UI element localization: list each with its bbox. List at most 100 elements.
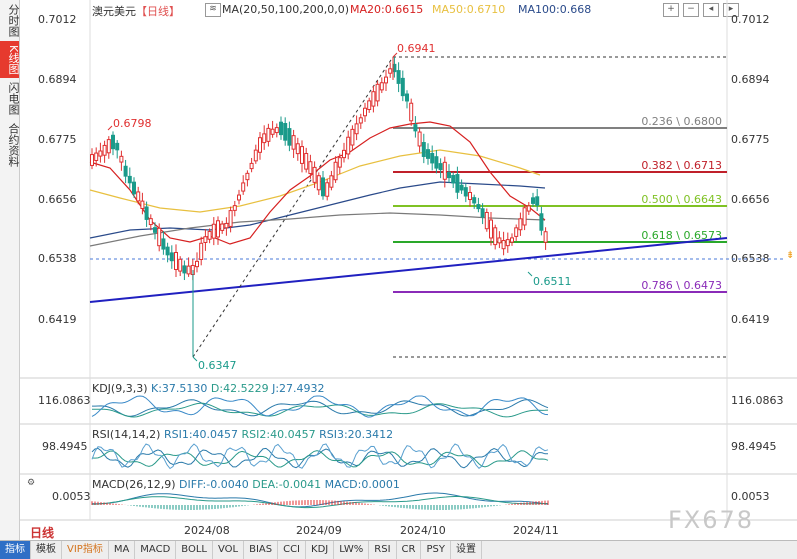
annotation-pointer — [392, 52, 398, 58]
period-label: 【日线】 — [136, 5, 180, 18]
candle-body — [94, 152, 99, 161]
kdj-k-line — [92, 399, 549, 417]
candle-body — [228, 210, 233, 227]
toolbar-tab-14[interactable]: 设置 — [451, 541, 482, 559]
candle-body — [535, 196, 540, 206]
rsi2-line — [91, 450, 549, 468]
candle-body — [333, 161, 338, 181]
right-arrow-icon[interactable]: ▸ — [723, 3, 739, 17]
candle-body — [312, 166, 317, 183]
candle-body — [363, 107, 367, 117]
kdj-legend: KDJ(9,3,3) K:37.5130 D:42.5229 J:27.4932 — [92, 382, 325, 395]
toolbar-tab-2[interactable]: VIP指标 — [62, 541, 109, 559]
gear-icon[interactable]: ⚙ — [26, 478, 36, 488]
candle-body — [186, 265, 191, 275]
rsi-axis-right: 98.4945 — [731, 440, 777, 453]
toolbar-tab-1[interactable]: 模板 — [31, 541, 62, 559]
fib-label-0: 0.236 \ 0.6800 — [641, 115, 722, 128]
toolbar-tab-10[interactable]: LW% — [334, 541, 370, 559]
rsi3: RSI3:20.3412 — [319, 428, 394, 441]
sidebar-item-2[interactable]: 闪电图 — [7, 82, 20, 116]
toolbar-tab-7[interactable]: BIAS — [244, 541, 279, 559]
candle-body — [463, 187, 468, 197]
kline-chart[interactable]: ⇟ 0.236 \ 0.6800 0.382 \ 0.6713 0.500 \ 0.6… — [20, 0, 797, 540]
toolbar-tab-13[interactable]: PSY — [421, 541, 451, 559]
candle-body — [266, 127, 271, 142]
annotation-pointer — [107, 125, 113, 131]
sidebar-item-0[interactable]: 分时图 — [7, 4, 20, 37]
toolbar-tab-5[interactable]: BOLL — [176, 541, 213, 559]
candle-body — [350, 128, 355, 146]
candle-body — [438, 163, 443, 171]
toolbar-tab-11[interactable]: RSI — [369, 541, 397, 559]
candle-body — [169, 252, 174, 262]
rsi1: RSI1:40.0457 — [163, 428, 239, 441]
candle-body — [400, 77, 405, 97]
candle-body — [144, 206, 149, 220]
candle-body — [426, 149, 430, 159]
candle-body — [111, 134, 115, 150]
candle-body — [224, 222, 229, 229]
candle-body — [287, 128, 292, 146]
candle-body — [106, 139, 111, 154]
candle-body — [417, 131, 422, 147]
rsi-title: RSI(14,14,2) — [92, 428, 161, 441]
price-axis-l-5: 0.6419 — [38, 313, 77, 326]
annotation-left_high: 0.6798 — [113, 117, 152, 130]
toolbar-tab-9[interactable]: KDJ — [306, 541, 335, 559]
candle-body — [518, 218, 523, 231]
candle-body — [543, 231, 548, 243]
toolbar-tab-6[interactable]: VOL — [213, 541, 245, 559]
sidebar-item-3[interactable]: 合约资料 — [7, 123, 20, 168]
add-icon[interactable]: + — [663, 3, 679, 17]
candle-body — [245, 172, 250, 181]
candle-body — [262, 133, 267, 144]
symbol-name: 澳元美元 — [92, 5, 136, 18]
candle-body — [127, 175, 132, 184]
candle-body — [304, 152, 309, 170]
candle-body — [216, 220, 220, 238]
annotation-recent_low: 0.6511 — [533, 275, 572, 288]
fib-label-3: 0.618 \ 0.6573 — [641, 229, 722, 242]
candle-body — [148, 218, 153, 226]
annotation-low: 0.6347 — [198, 359, 237, 372]
candle-body — [367, 100, 372, 111]
candle-body — [274, 127, 279, 134]
annotation-pointer — [527, 271, 533, 277]
ma-settings-icon[interactable]: ≋ — [205, 3, 221, 17]
candle-body — [455, 174, 460, 193]
fib-label-2: 0.500 \ 0.6643 — [641, 193, 722, 206]
candle-body — [505, 239, 510, 247]
candle-body — [253, 149, 258, 162]
candle-body — [211, 223, 216, 239]
toolbar-tab-12[interactable]: CR — [397, 541, 422, 559]
toolbar-tab-3[interactable]: MA — [109, 541, 136, 559]
candle-body — [337, 157, 342, 168]
x-label-aug: 2024/08 — [184, 524, 230, 537]
candle-body — [472, 197, 477, 204]
candle-body — [102, 144, 107, 156]
sidebar-item-1[interactable]: K线图 — [0, 41, 20, 79]
minus-icon[interactable]: − — [683, 3, 699, 17]
toolbar-tab-8[interactable]: CCI — [278, 541, 307, 559]
toolbar-tab-4[interactable]: MACD — [135, 541, 177, 559]
candle-body — [409, 102, 414, 122]
candle-body — [182, 265, 187, 274]
candle-body — [295, 143, 300, 155]
toolbar-tab-0[interactable]: 指标 — [0, 541, 31, 559]
candle-body — [329, 175, 334, 188]
candle-body — [484, 211, 489, 230]
candle-body — [384, 76, 388, 84]
macd-dea-line — [91, 496, 548, 509]
candle-body — [195, 260, 199, 268]
period-tab[interactable]: 日线 — [30, 526, 55, 540]
price-axis-l-1: 0.6894 — [38, 73, 77, 86]
ma100-value: MA100:0.668 — [518, 3, 592, 16]
candle-body — [136, 191, 141, 202]
candle-body — [430, 152, 435, 164]
candle-body — [489, 219, 493, 239]
candle-body — [174, 252, 178, 270]
kdj-k: K:37.5130 — [151, 382, 208, 395]
left-arrow-icon[interactable]: ◂ — [703, 3, 719, 17]
price-axis-l-0: 0.7012 — [38, 13, 77, 26]
